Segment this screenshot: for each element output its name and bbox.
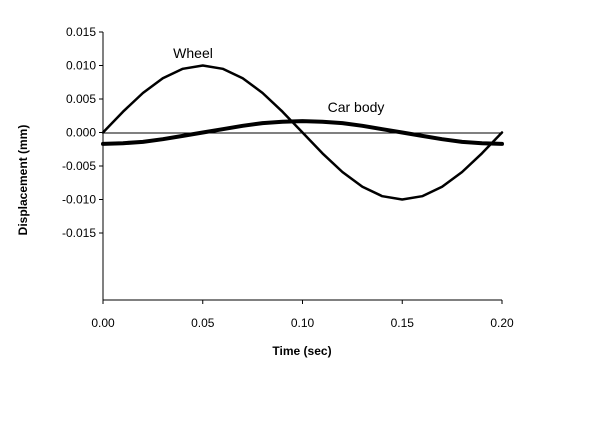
y-tick-label: 0.000	[66, 126, 96, 140]
x-axis-title: Time (sec)	[272, 344, 331, 358]
ticks	[99, 31, 503, 304]
x-tick-label: 0.20	[490, 316, 514, 330]
y-tick-label: -0.010	[62, 193, 96, 207]
x-tick-label: 0.15	[391, 316, 415, 330]
x-tick-label: 0.10	[291, 316, 315, 330]
y-tick-label: -0.005	[62, 159, 96, 173]
y-tick-label: 0.010	[66, 59, 96, 73]
y-tick-label: -0.015	[62, 226, 96, 240]
x-tick-label: 0.00	[91, 316, 115, 330]
y-tick-label: 0.005	[66, 92, 96, 106]
y-tick-label: 0.015	[66, 25, 96, 39]
x-tick-label: 0.05	[191, 316, 215, 330]
series-line-wheel	[101, 64, 504, 201]
y-axis-title: Displacement (mm)	[16, 125, 30, 236]
axes	[102, 32, 502, 301]
series-label-wheel: Wheel	[173, 45, 213, 61]
series-line-car-body	[101, 119, 504, 146]
tick-labels: 0.015 0.010 0.005 0.000 -0.005 -0.010 -0.015 0.…	[62, 25, 514, 330]
series-layer	[101, 64, 504, 201]
series-label-car-body: Car body	[328, 99, 385, 115]
